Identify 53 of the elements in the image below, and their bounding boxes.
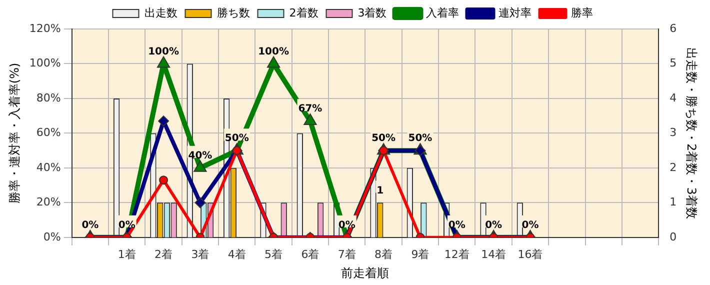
point	[266, 56, 280, 68]
legend-label: 勝ち数	[216, 6, 250, 20]
y-tick-label: 20%	[36, 196, 61, 209]
y-tick-label: 40%	[36, 160, 61, 174]
data-label: 100%	[148, 46, 179, 58]
legend-label: 出走数	[144, 6, 178, 20]
x-tick-label: 6着	[301, 248, 320, 261]
y-tick-label: 120%	[29, 22, 61, 35]
data-label: 0%	[448, 220, 466, 231]
y2-tick-label: 0	[670, 230, 677, 244]
x-tick-label: 9着	[411, 248, 430, 261]
y-tick-label: 80%	[36, 91, 61, 104]
legend-label: 連対率	[498, 6, 532, 20]
point	[156, 56, 170, 68]
data-label: 0%	[118, 220, 136, 231]
x-tick-label: 14着	[481, 248, 506, 261]
y-tick-label: 60%	[36, 126, 61, 140]
data-label: 40%	[188, 150, 212, 162]
x-tick-label: 7着	[338, 248, 356, 261]
y2-tick-label: 3	[670, 126, 677, 140]
point	[194, 160, 207, 172]
x-tick-label: 3着	[191, 248, 210, 261]
x-tick-label: 5着	[264, 248, 283, 261]
x-tick-label: 1着	[118, 248, 136, 261]
x-tick-label: 2着	[154, 248, 173, 261]
data-label: 0%	[82, 220, 99, 231]
x-axis-title: 前走着順	[341, 266, 390, 280]
y2-tick-label: 4	[670, 91, 677, 104]
y-tick-label: 100%	[29, 56, 61, 70]
x-tick-label: 4着	[228, 248, 246, 261]
data-label: 67%	[298, 104, 322, 115]
x-tick-label: 12着	[444, 248, 470, 261]
data-label: 50%	[372, 133, 396, 144]
y2-tick-label: 2	[670, 160, 677, 174]
legend-label: 3着数	[358, 6, 387, 20]
y2-tick-label: 5	[670, 56, 677, 70]
x-tick-label: 8着	[374, 248, 393, 261]
y-tick-label: 0%	[43, 230, 61, 244]
data-label: 100%	[258, 46, 289, 58]
x-tick-label: 16着	[518, 248, 543, 261]
data-label: 50%	[224, 133, 249, 144]
data-label: 0%	[485, 220, 502, 231]
point	[304, 114, 317, 126]
data-label: 0%	[522, 220, 539, 231]
legend-label: 2着数	[289, 6, 318, 20]
y2-axis-title: 出走数・勝ち数・2着数・3着数	[684, 48, 699, 219]
y2-tick-label: 6	[670, 22, 677, 35]
data-label: 50%	[408, 133, 432, 144]
y2-tick-label: 1	[670, 196, 677, 209]
data-label: 1	[376, 185, 384, 196]
y-axis-title: 勝率・連対率・入着率(%)	[7, 62, 22, 204]
legend-label: 勝率	[571, 6, 594, 20]
legend-label: 入着率	[426, 6, 460, 20]
